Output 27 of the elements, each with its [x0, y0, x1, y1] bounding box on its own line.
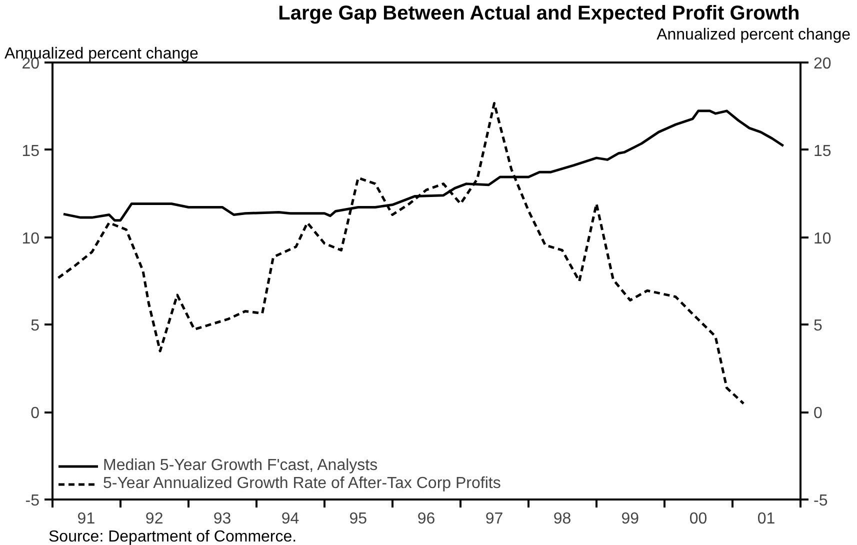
- y2-tick-label: 0: [814, 405, 822, 422]
- y-tick-label: 5: [30, 318, 40, 335]
- x-tick-label: 97: [485, 510, 504, 528]
- x-tick-label: 96: [417, 510, 436, 528]
- x-tick-label: 91: [77, 510, 96, 528]
- x-tick-label: 98: [553, 510, 572, 528]
- y-tick-label: 0: [30, 405, 40, 422]
- y2-tick-label: -5: [814, 492, 828, 510]
- y2-tick-label: 10: [814, 230, 832, 248]
- x-tick-label: 93: [213, 510, 232, 528]
- legend-label: Median 5-Year Growth F'cast, Analysts: [103, 457, 378, 475]
- y2-axis-title: Annualized percent change: [656, 26, 851, 44]
- x-tick-label: 95: [349, 510, 368, 528]
- y-tick-label: -5: [25, 492, 40, 510]
- x-tick-label: 99: [621, 510, 640, 528]
- legend-label: 5-Year Annualized Growth Rate of After-Tax Corp Profits: [103, 475, 501, 493]
- y-tick-label: 15: [22, 142, 40, 160]
- source-note: Source: Department of Commerce.: [48, 528, 297, 545]
- y-tick-label: 10: [22, 230, 40, 248]
- y2-tick-label: 15: [814, 142, 832, 160]
- y2-tick-label: 20: [814, 56, 832, 72]
- chart-title: Large Gap Between Actual and Expected Profit Growth: [278, 2, 800, 24]
- y2-tick-label: 5: [814, 318, 822, 335]
- x-tick-label: 01: [757, 510, 776, 528]
- x-tick-label: 00: [689, 510, 708, 528]
- x-tick-label: 92: [145, 510, 164, 528]
- x-tick-label: 94: [281, 510, 300, 528]
